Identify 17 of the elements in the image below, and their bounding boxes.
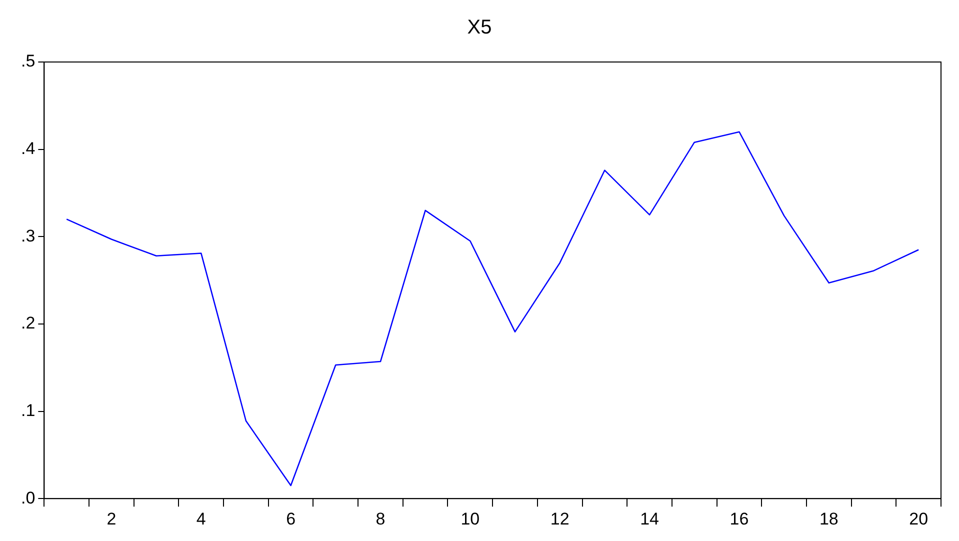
- x-tick-label: 14: [640, 509, 659, 528]
- x-tick-label: 6: [286, 509, 296, 528]
- y-tick-label: .3: [20, 226, 36, 246]
- y-tick-label: .0: [20, 488, 36, 508]
- x-tick-label: 12: [550, 509, 570, 528]
- x-tick-label: 4: [196, 509, 206, 528]
- x-tick-label: 8: [376, 509, 386, 528]
- x-tick-label: 16: [730, 509, 749, 528]
- y-tick-label: .5: [20, 52, 36, 71]
- x-tick-label: 20: [909, 509, 928, 528]
- x-tick-label: 10: [460, 509, 480, 528]
- y-tick-label: .2: [20, 314, 36, 333]
- x-tick-label: 2: [106, 509, 116, 528]
- x-tick-label: 18: [819, 509, 838, 528]
- y-tick-label: .1: [20, 400, 36, 420]
- y-tick-label: .4: [20, 139, 36, 158]
- chart-title: X5: [467, 16, 492, 39]
